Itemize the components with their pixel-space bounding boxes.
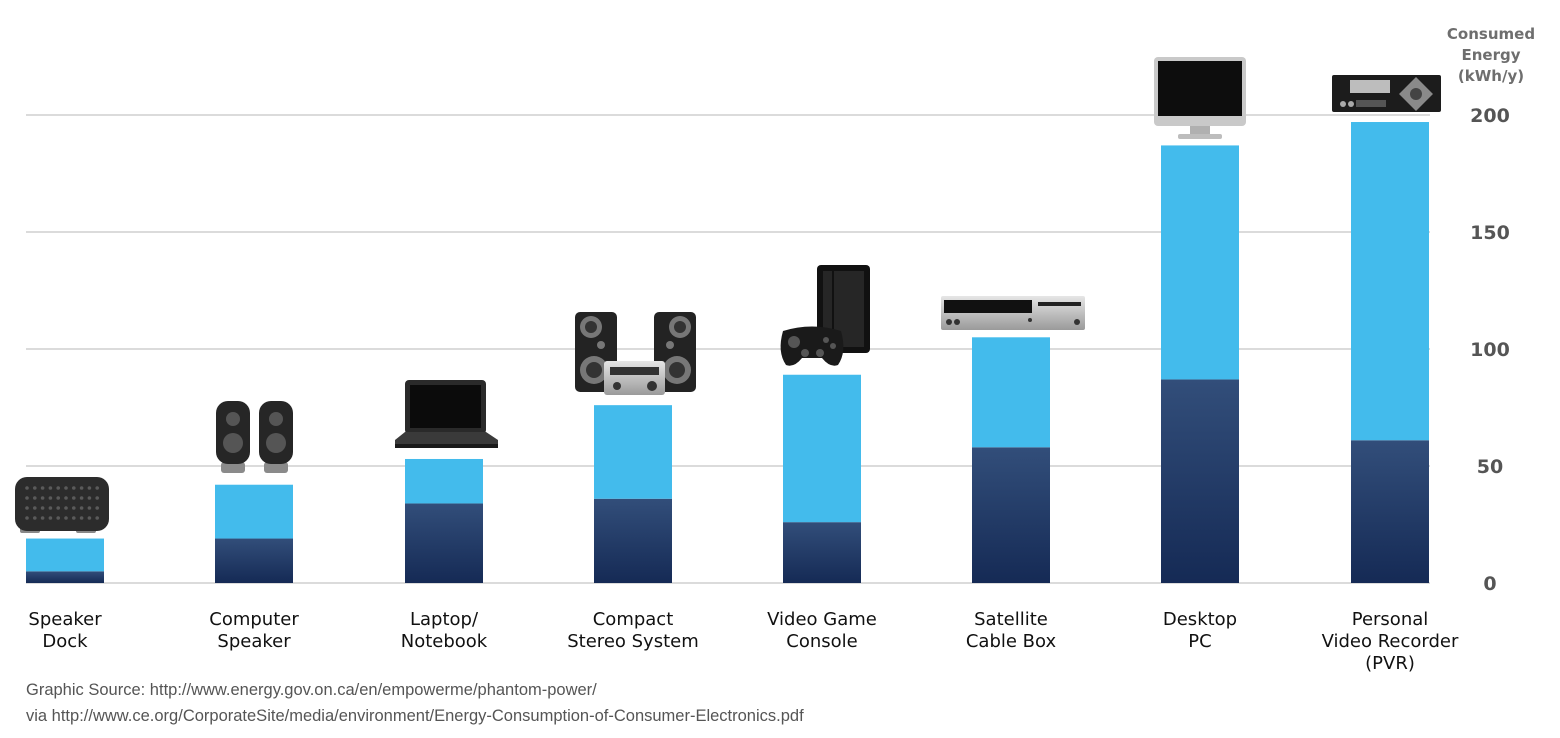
category-label: Satellite Cable Box bbox=[966, 609, 1057, 652]
bar-segment-1-7 bbox=[1351, 122, 1429, 441]
category-label: Laptop/Notebook bbox=[401, 609, 488, 652]
category-label: Computer Speaker bbox=[209, 609, 299, 652]
source-line-2: via http://www.ce.org/CorporateSite/medi… bbox=[26, 707, 804, 725]
y-tick-label: 200 bbox=[1470, 105, 1510, 127]
bar-segment-0-5 bbox=[972, 447, 1050, 583]
speaker-dock-icon bbox=[15, 477, 109, 533]
category-labels: Speaker Dock Computer Speaker Laptop/Noteboo… bbox=[28, 609, 1459, 674]
y-tick-label: 100 bbox=[1470, 339, 1510, 361]
y-axis-ticks: 0 50 100 150 200 bbox=[1470, 105, 1510, 595]
y-tick-label: 50 bbox=[1477, 456, 1503, 478]
y-axis-title: Consumed Energy (kWh/y) bbox=[1447, 25, 1535, 85]
category-label: Compact Stereo System bbox=[567, 609, 699, 652]
category-label: Personal Video Recorder (PVR) bbox=[1322, 609, 1459, 674]
bar-segment-0-2 bbox=[405, 503, 483, 583]
category-label: Video Game Console bbox=[767, 609, 877, 652]
bar-segment-0-6 bbox=[1161, 379, 1239, 583]
bars bbox=[26, 122, 1429, 583]
bar-segment-1-3 bbox=[594, 405, 672, 499]
bar-segment-0-4 bbox=[783, 522, 861, 583]
category-label: Desktop PC bbox=[1163, 609, 1237, 652]
computer-speakers-icon bbox=[216, 401, 293, 473]
device-icons bbox=[15, 57, 1441, 533]
laptop-icon bbox=[395, 380, 498, 448]
stereo-system-icon bbox=[575, 312, 696, 395]
cable-box-icon bbox=[941, 296, 1085, 330]
source-line-1: Graphic Source: http://www.energy.gov.on… bbox=[26, 681, 597, 699]
desktop-monitor-icon bbox=[1154, 57, 1246, 139]
bar-segment-0-7 bbox=[1351, 440, 1429, 583]
video-recorder-icon bbox=[1332, 75, 1441, 112]
y-tick-label: 0 bbox=[1483, 573, 1496, 595]
bar-segment-1-0 bbox=[26, 538, 104, 572]
bar-segment-1-5 bbox=[972, 337, 1050, 448]
bar-segment-0-0 bbox=[26, 571, 104, 583]
bar-segment-1-6 bbox=[1161, 145, 1239, 380]
bar-segment-1-4 bbox=[783, 374, 861, 523]
bar-segment-0-3 bbox=[594, 498, 672, 583]
y-tick-label: 150 bbox=[1470, 222, 1510, 244]
bar-segment-1-1 bbox=[215, 484, 293, 539]
energy-bar-chart: 0 50 100 150 200 Speaker Dock Computer Speaker L… bbox=[15, 25, 1535, 674]
category-label: Speaker Dock bbox=[28, 609, 102, 652]
y-axis-label: Consumed Energy (kWh/y) bbox=[1447, 25, 1535, 85]
game-console-icon bbox=[780, 265, 870, 366]
bar-segment-0-1 bbox=[215, 538, 293, 583]
bar-segment-1-2 bbox=[405, 458, 483, 504]
